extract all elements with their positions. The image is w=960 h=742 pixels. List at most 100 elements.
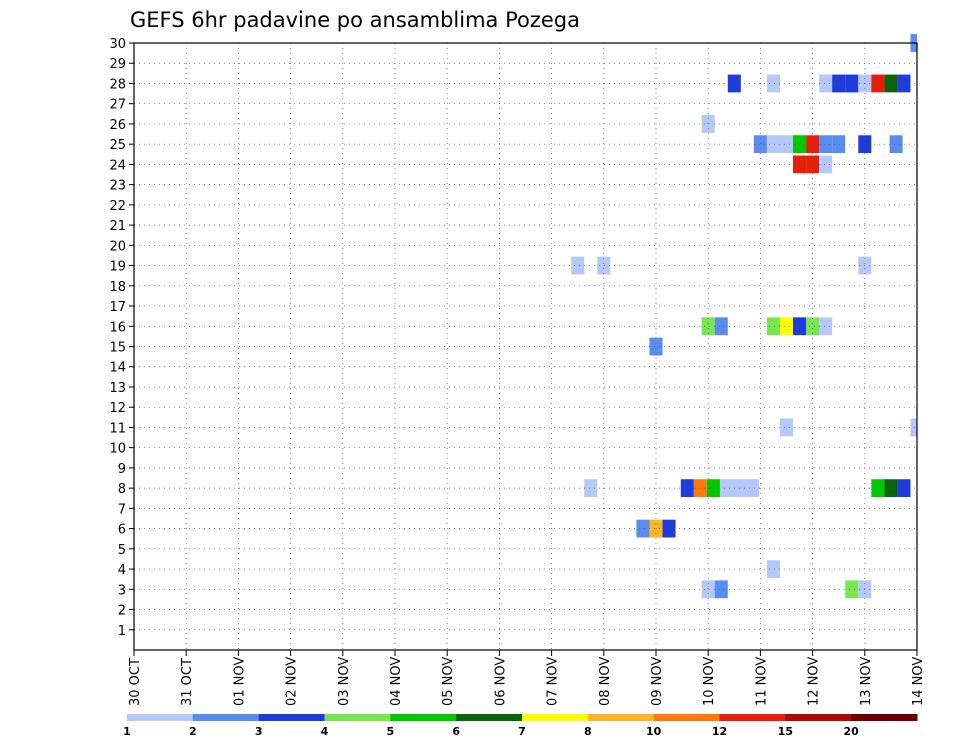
legend-swatch: [587, 714, 655, 721]
precip-cell: [584, 479, 598, 498]
x-tick-label: 14 NOV: [911, 657, 926, 706]
y-tick-label: 16: [109, 320, 126, 335]
x-tick-label: 07 NOV: [546, 657, 561, 706]
precip-cell: [832, 135, 846, 154]
legend-label: 3: [255, 725, 263, 738]
y-tick-label: 9: [118, 462, 126, 477]
precip-cells: [571, 34, 917, 599]
precip-cell: [845, 74, 859, 93]
y-tick-label: 22: [109, 199, 126, 214]
y-axis: 1234567891011121314151617181920212223242…: [109, 37, 134, 639]
legend-swatch: [719, 714, 786, 721]
precip-cell: [845, 580, 859, 599]
x-tick-label: 30 OCT: [128, 658, 143, 706]
legend-label: 4: [321, 725, 329, 738]
precip-cell: [884, 74, 898, 93]
y-tick-label: 14: [109, 361, 126, 376]
precip-cell: [714, 580, 728, 599]
y-tick-label: 13: [109, 381, 126, 396]
y-tick-label: 25: [109, 138, 126, 153]
x-tick-label: 04 NOV: [389, 657, 404, 706]
x-tick-label: 08 NOV: [598, 657, 613, 706]
legend-swatch: [522, 714, 589, 721]
legend-swatch: [127, 714, 194, 721]
legend-label: 20: [844, 725, 860, 738]
x-tick-label: 06 NOV: [493, 657, 508, 706]
precip-cell: [819, 74, 833, 93]
color-legend: 1 2 3 4 5 6 7 8 10 12 15 20: [123, 714, 918, 738]
legend-label: 15: [778, 725, 793, 738]
precip-cell: [819, 135, 833, 154]
y-tick-label: 1: [118, 624, 126, 639]
legend-label: 8: [584, 725, 592, 738]
precip-cell: [897, 479, 911, 498]
precip-cell: [693, 479, 707, 498]
precip-cell: [806, 155, 820, 174]
precip-cell: [701, 580, 715, 599]
y-tick-label: 18: [109, 280, 126, 295]
precip-cell: [897, 74, 911, 93]
y-tick-label: 26: [109, 118, 126, 133]
legend-swatch: [192, 714, 260, 721]
legend-swatch: [390, 714, 457, 721]
y-tick-label: 29: [109, 57, 126, 72]
precip-cell: [649, 337, 663, 356]
precip-cell: [806, 135, 820, 154]
y-tick-label: 5: [118, 543, 126, 558]
precip-cell: [746, 479, 760, 498]
y-tick-label: 8: [118, 482, 126, 497]
x-tick-label: 13 NOV: [859, 657, 874, 706]
precip-cell: [766, 317, 780, 336]
x-axis: 30 OCT 31 OCT 01 NOV 02 NOV 03 NOV 04 NOV 05 N…: [128, 650, 926, 706]
x-tick-label: 10 NOV: [702, 657, 717, 706]
y-tick-label: 11: [109, 421, 126, 436]
precip-cell: [766, 560, 780, 578]
legend-swatch: [851, 714, 918, 721]
y-tick-label: 20: [109, 239, 126, 254]
precip-cell: [779, 135, 794, 154]
precip-cell: [766, 135, 780, 154]
precip-cell: [706, 479, 720, 498]
x-tick-label: 09 NOV: [650, 657, 665, 706]
precip-cell: [701, 317, 715, 336]
x-tick-label: 12 NOV: [807, 657, 822, 706]
precip-cell: [719, 479, 733, 498]
legend-label: 12: [712, 725, 727, 738]
y-tick-label: 27: [109, 98, 126, 113]
precip-cell: [571, 256, 585, 275]
legend-label: 1: [123, 725, 131, 738]
precip-cell: [871, 479, 885, 498]
x-tick-label: 01 NOV: [232, 657, 247, 706]
grid-lines: [134, 43, 917, 650]
precip-cell: [819, 155, 833, 174]
y-tick-label: 30: [109, 37, 126, 52]
y-tick-label: 2: [118, 604, 126, 619]
y-tick-label: 17: [109, 300, 126, 315]
legend-label: 10: [646, 725, 662, 738]
legend-swatch: [324, 714, 391, 721]
precip-cell: [766, 74, 780, 93]
y-tick-label: 28: [109, 77, 126, 92]
legend-label: 5: [387, 725, 395, 738]
precip-cell: [889, 135, 903, 154]
y-tick-label: 3: [118, 583, 126, 598]
x-tick-label: 31 OCT: [180, 658, 195, 706]
y-tick-label: 15: [109, 341, 126, 356]
precip-cell: [636, 519, 650, 538]
y-tick-label: 4: [118, 563, 126, 578]
chart-title: GEFS 6hr padavine po ansamblima Pozega: [130, 8, 580, 32]
y-tick-label: 19: [109, 260, 126, 275]
precip-cell: [884, 479, 898, 498]
y-tick-label: 24: [109, 158, 126, 173]
legend-label: 2: [189, 725, 197, 738]
y-tick-label: 23: [109, 179, 126, 194]
x-tick-label: 05 NOV: [441, 657, 456, 706]
precip-cell: [753, 135, 767, 154]
precip-cell: [714, 317, 728, 336]
y-tick-label: 7: [118, 502, 126, 517]
x-tick-label: 02 NOV: [285, 657, 300, 706]
y-tick-label: 12: [109, 401, 126, 416]
precip-cell: [806, 317, 820, 336]
x-tick-label: 03 NOV: [337, 657, 352, 706]
